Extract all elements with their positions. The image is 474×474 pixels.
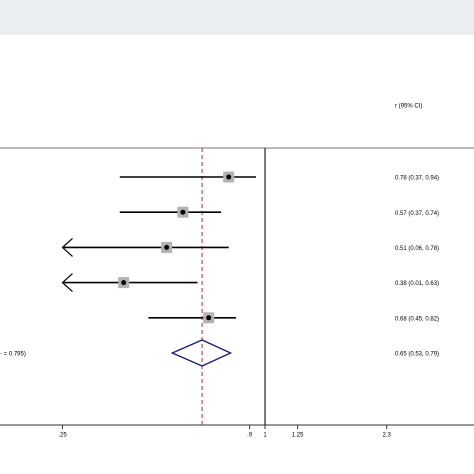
estimate-label: 0.57 (0.37, 0.74) <box>395 211 439 217</box>
estimate-label: 0.68 (0.45, 0.82) <box>395 316 439 322</box>
estimate-label: 0.38 (0.01, 0.63) <box>395 281 439 287</box>
point-estimate <box>164 244 170 250</box>
x-tick-label: 1 <box>263 433 267 439</box>
overall-label: 0.65 (0.53, 0.79) <box>395 352 439 358</box>
point-estimate <box>206 315 212 321</box>
point-estimate <box>121 280 127 286</box>
x-tick-label: .9 <box>247 433 253 439</box>
x-tick-label: .25 <box>58 433 67 439</box>
column-header: r (95% CI) <box>395 104 422 110</box>
point-estimate <box>180 209 186 215</box>
heterogeneity-note: - = 0.795) <box>0 352 26 358</box>
overall-diamond <box>170 339 233 367</box>
ci-arrow <box>61 237 73 257</box>
estimate-label: 0.78 (0.37, 0.94) <box>395 176 439 182</box>
ci-arrow <box>61 273 73 293</box>
x-tick-label: 1.25 <box>292 433 304 439</box>
header-band <box>0 0 474 35</box>
estimate-label: 0.51 (0.06, 0.78) <box>395 246 439 252</box>
x-tick-label: 2.3 <box>383 433 392 439</box>
point-estimate <box>226 174 232 180</box>
